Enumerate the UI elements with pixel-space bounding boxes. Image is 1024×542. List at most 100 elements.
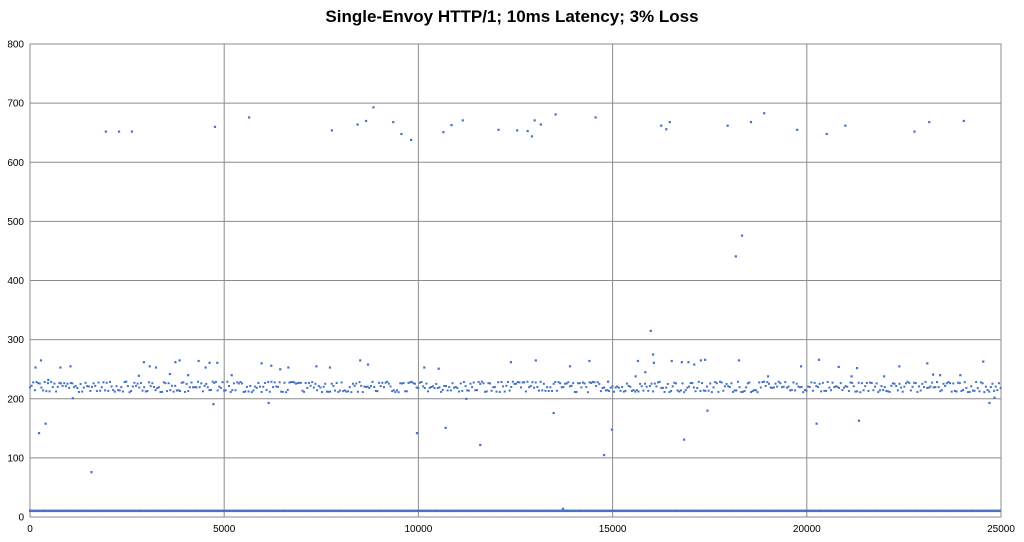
band-point: [335, 381, 338, 384]
baseline-point: [914, 509, 918, 513]
baseline-point: [916, 509, 920, 513]
outlier-point: [606, 380, 610, 383]
band-point: [655, 385, 658, 388]
band-point: [913, 381, 916, 384]
baseline-point: [676, 509, 680, 513]
band-point: [735, 389, 738, 392]
baseline-point: [928, 509, 932, 513]
baseline-point: [278, 509, 281, 513]
baseline-point: [42, 509, 46, 513]
baseline-point: [45, 509, 48, 513]
band-point: [407, 381, 410, 384]
baseline-point: [157, 509, 160, 513]
band-point: [430, 385, 433, 388]
band-point: [557, 381, 560, 384]
baseline-point: [401, 509, 405, 513]
baseline-point: [220, 509, 223, 513]
outlier-point: [366, 363, 370, 366]
baseline-point: [809, 509, 813, 513]
baseline-point: [371, 509, 375, 513]
baseline-point: [648, 509, 652, 513]
band-point: [471, 386, 474, 389]
outlier-point: [364, 119, 368, 123]
band-point: [679, 389, 682, 392]
baseline-point: [632, 509, 636, 513]
baseline-point: [732, 509, 736, 513]
baseline-point: [259, 509, 263, 513]
band-point: [151, 382, 154, 385]
band-point: [376, 390, 379, 393]
baseline-point: [977, 509, 980, 513]
band-point: [958, 382, 961, 385]
band-point: [567, 381, 570, 384]
band-point: [562, 386, 565, 389]
baseline-point: [415, 509, 419, 513]
baseline-point: [317, 509, 321, 513]
band-point: [640, 385, 643, 388]
band-point: [596, 381, 599, 384]
outlier-point: [815, 422, 818, 425]
band-point: [164, 382, 167, 385]
band-point: [981, 382, 984, 385]
band-point: [43, 380, 46, 383]
baseline-point: [231, 509, 235, 513]
baseline-point: [338, 509, 342, 513]
baseline-point: [327, 509, 330, 513]
baseline-point: [94, 509, 97, 513]
band-point: [247, 390, 250, 393]
baseline-point: [287, 509, 291, 513]
baseline-point: [434, 509, 437, 513]
band-point: [304, 382, 307, 385]
band-point: [296, 382, 299, 385]
outlier-point: [796, 128, 799, 131]
band-point: [128, 391, 131, 394]
outlier-point: [634, 375, 637, 378]
band-point: [477, 380, 480, 383]
outlier-point: [699, 359, 702, 362]
baseline-point: [721, 509, 724, 513]
baseline-point: [329, 509, 333, 513]
band-point: [872, 389, 875, 392]
band-point: [528, 386, 531, 389]
band-point: [745, 386, 748, 389]
band-point: [422, 385, 425, 388]
band-point: [924, 380, 927, 383]
band-point: [686, 386, 689, 389]
band-point: [970, 385, 973, 388]
band-point: [172, 390, 175, 393]
band-point: [846, 385, 849, 388]
band-point: [99, 389, 102, 392]
baseline-point: [269, 509, 272, 513]
baseline-point: [546, 509, 549, 513]
band-point: [110, 385, 113, 388]
outlier-point: [857, 419, 861, 422]
band-point: [379, 385, 382, 388]
baseline-point: [194, 509, 197, 513]
baseline-point: [979, 509, 983, 513]
baseline-point: [714, 509, 717, 513]
outlier-point: [534, 359, 537, 362]
baseline-point: [436, 509, 440, 513]
band-point: [324, 382, 327, 385]
band-point: [378, 381, 381, 384]
band-point: [273, 381, 276, 384]
outlier-point: [270, 364, 273, 367]
band-point: [438, 386, 441, 389]
outlier-point: [392, 121, 395, 124]
band-point: [283, 381, 286, 384]
band-point: [330, 382, 333, 385]
outlier-point: [651, 353, 655, 356]
baseline-point: [683, 509, 687, 513]
band-point: [798, 386, 801, 389]
outlier-point: [423, 366, 426, 369]
baseline-point: [956, 509, 959, 513]
baseline-point: [681, 509, 685, 513]
band-point: [601, 387, 604, 390]
baseline-point: [89, 509, 93, 513]
band-point: [177, 389, 180, 392]
band-point: [761, 381, 764, 384]
band-point: [828, 386, 831, 389]
band-point: [671, 385, 674, 388]
baseline-point: [429, 509, 433, 513]
band-point: [901, 390, 904, 393]
